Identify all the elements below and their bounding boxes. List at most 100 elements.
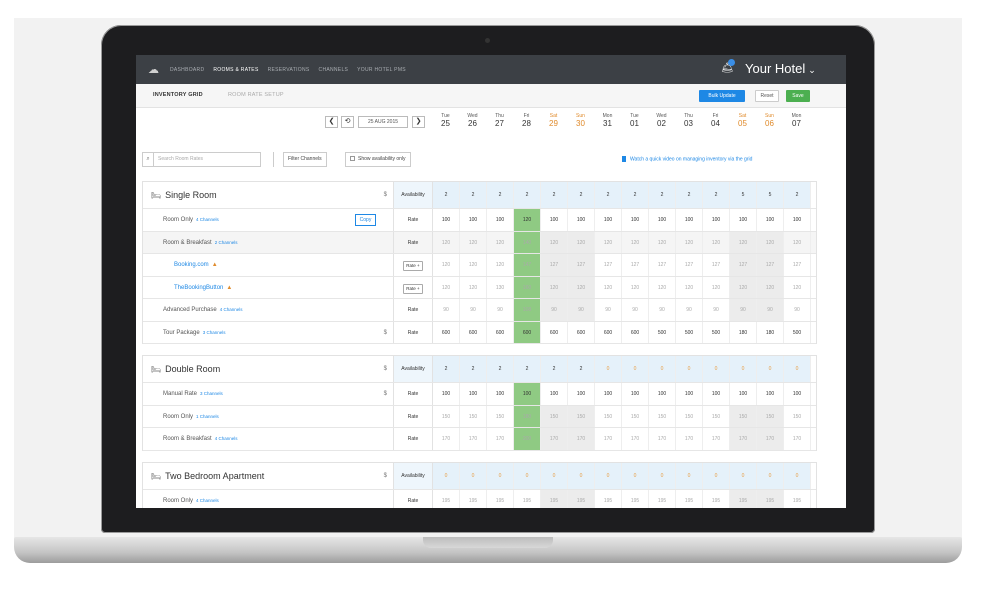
availability-cell[interactable]: 0 <box>784 356 811 382</box>
rate-cell[interactable]: 195 <box>676 489 703 508</box>
rate-cell[interactable]: 150 <box>757 405 784 427</box>
show-availability-checkbox[interactable]: Show availability only <box>345 152 411 167</box>
rate-cell[interactable]: 150 <box>730 405 757 427</box>
rate-cell[interactable]: 120 <box>433 276 460 298</box>
rate-cell[interactable]: 127 <box>757 254 784 276</box>
rate-cell[interactable]: 160 <box>514 276 541 298</box>
search-input[interactable]: ⌕ Search Room Rates <box>142 152 261 167</box>
availability-cell[interactable]: 0 <box>541 462 568 489</box>
rate-cell[interactable]: 120 <box>460 276 487 298</box>
nav-item-channels[interactable]: CHANNELS <box>318 66 349 73</box>
rate-cell[interactable]: 90 <box>676 299 703 321</box>
dollar-icon[interactable]: $ <box>383 329 387 336</box>
dollar-icon[interactable]: $ <box>383 472 387 479</box>
rate-cell[interactable]: 100 <box>487 209 514 231</box>
rate-cell[interactable]: 170 <box>676 428 703 450</box>
rate-cell[interactable]: 127 <box>649 254 676 276</box>
rate-cell[interactable]: 100 <box>703 383 730 405</box>
availability-cell[interactable]: 0 <box>622 462 649 489</box>
rate-cell[interactable]: 150 <box>487 405 514 427</box>
availability-cell[interactable]: 0 <box>595 462 622 489</box>
availability-cell[interactable]: 0 <box>730 356 757 382</box>
rate-cell[interactable]: 120 <box>568 276 595 298</box>
rate-cell[interactable]: 150 <box>433 405 460 427</box>
rate-cell[interactable]: 120 <box>433 231 460 253</box>
rate-cell[interactable]: 100 <box>433 209 460 231</box>
rate-cell[interactable]: 90 <box>541 299 568 321</box>
rate-cell[interactable]: 200 <box>514 428 541 450</box>
rate-cell[interactable]: 120 <box>649 231 676 253</box>
bell-icon[interactable]: 🛎 <box>721 59 735 75</box>
reset-button[interactable]: Reset <box>755 90 779 102</box>
nav-item-dashboard[interactable]: DASHBOARD <box>170 66 205 73</box>
availability-cell[interactable]: 2 <box>568 182 595 208</box>
rate-cell[interactable]: 140 <box>514 231 541 253</box>
rate-cell[interactable]: 90 <box>595 299 622 321</box>
availability-cell[interactable]: 2 <box>676 182 703 208</box>
copy-button[interactable]: Copy <box>355 214 376 226</box>
rate-cell[interactable]: 108 <box>514 299 541 321</box>
rate-cell[interactable]: 120 <box>460 231 487 253</box>
rate-cell[interactable]: 180 <box>730 321 757 343</box>
rate-cell[interactable]: 120 <box>703 231 730 253</box>
availability-cell[interactable]: 2 <box>541 182 568 208</box>
rate-cell[interactable]: 127 <box>784 254 811 276</box>
rate-cell[interactable]: 127 <box>622 254 649 276</box>
rate-cell[interactable]: 120 <box>433 254 460 276</box>
rate-cell[interactable]: 100 <box>460 209 487 231</box>
rate-cell[interactable]: 127 <box>730 254 757 276</box>
rate-cell[interactable]: 170 <box>703 428 730 450</box>
rate-cell[interactable]: 127 <box>568 254 595 276</box>
rate-cell[interactable]: 180 <box>757 321 784 343</box>
rate-plan-name[interactable]: Booking.com <box>174 262 209 268</box>
availability-cell[interactable]: 0 <box>757 462 784 489</box>
rate-cell[interactable]: 195 <box>730 489 757 508</box>
rate-cell[interactable]: 600 <box>460 321 487 343</box>
rate-plan-name[interactable]: TheBookingButton <box>174 284 224 291</box>
tab-inventory-grid[interactable]: INVENTORY GRID <box>153 92 203 98</box>
availability-cell[interactable]: 0 <box>514 462 541 489</box>
rate-cell[interactable]: 170 <box>757 428 784 450</box>
channels-count[interactable]: 4 Channels <box>214 436 238 441</box>
channels-count[interactable]: 4 Channels <box>219 307 243 312</box>
hotel-selector[interactable]: Your Hotel ⌄ <box>745 61 816 76</box>
rate-cell[interactable]: 100 <box>595 383 622 405</box>
rate-cell[interactable]: 90 <box>730 299 757 321</box>
availability-cell[interactable]: 2 <box>595 182 622 208</box>
rate-cell[interactable]: 100 <box>730 209 757 231</box>
rate-cell[interactable]: 120 <box>676 231 703 253</box>
next-date-button[interactable]: ❯ <box>412 116 425 128</box>
availability-cell[interactable]: 2 <box>460 356 487 382</box>
rate-cell[interactable]: 195 <box>595 489 622 508</box>
rate-cell[interactable]: 500 <box>703 321 730 343</box>
availability-cell[interactable]: 0 <box>433 462 460 489</box>
rate-cell[interactable]: 150 <box>676 405 703 427</box>
rate-cell[interactable]: 127 <box>676 254 703 276</box>
availability-cell[interactable]: 0 <box>757 356 784 382</box>
availability-cell[interactable]: 0 <box>460 462 487 489</box>
rate-cell[interactable]: 600 <box>514 321 541 343</box>
availability-cell[interactable]: 2 <box>433 182 460 208</box>
rate-cell[interactable]: 100 <box>568 383 595 405</box>
rate-cell[interactable]: 170 <box>568 428 595 450</box>
rate-cell[interactable]: 170 <box>649 428 676 450</box>
rate-cell[interactable]: 195 <box>568 489 595 508</box>
rate-cell[interactable]: 120 <box>622 276 649 298</box>
refresh-icon[interactable]: ⟲ <box>341 116 354 128</box>
rate-cell[interactable]: 170 <box>541 428 568 450</box>
rate-cell[interactable]: 120 <box>568 231 595 253</box>
rate-cell[interactable]: 120 <box>730 276 757 298</box>
rate-cell[interactable]: 100 <box>703 209 730 231</box>
channels-link[interactable]: 4 Channels <box>215 436 238 441</box>
bulk-update-button[interactable]: Bulk Update <box>699 90 745 102</box>
rate-cell[interactable]: 90 <box>649 299 676 321</box>
rate-cell[interactable]: 120 <box>541 276 568 298</box>
rate-cell[interactable]: 127 <box>541 254 568 276</box>
rate-cell[interactable]: 195 <box>514 489 541 508</box>
nav-item-rooms-rates[interactable]: ROOMS & RATES <box>213 66 259 73</box>
rate-cell[interactable]: 120 <box>595 276 622 298</box>
rate-cell[interactable]: 127 <box>703 254 730 276</box>
availability-cell[interactable]: 0 <box>595 356 622 382</box>
rate-cell[interactable]: 600 <box>487 321 514 343</box>
rate-cell[interactable]: 120 <box>784 231 811 253</box>
